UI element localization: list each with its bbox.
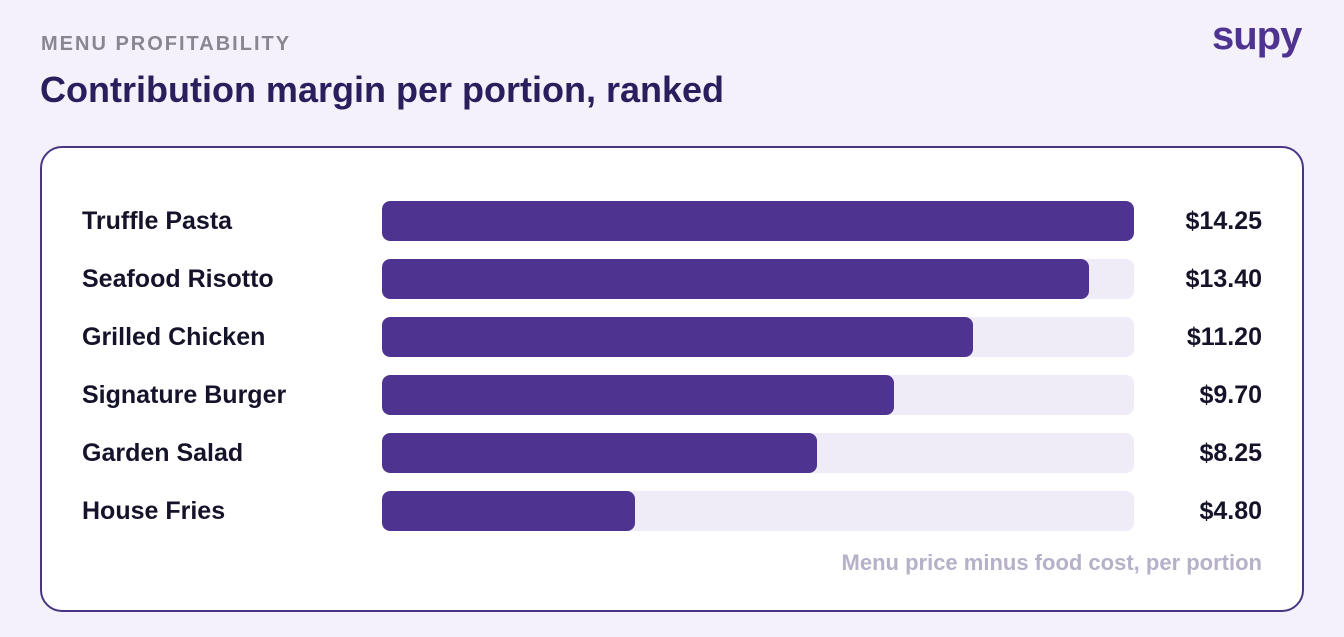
bar-value-label: $9.70 (1199, 381, 1262, 409)
section-eyebrow: MENU PROFITABILITY (41, 33, 292, 55)
chart-footnote: Menu price minus food cost, per portion (841, 550, 1262, 575)
bar-fill (382, 433, 817, 473)
bar-fill (382, 375, 894, 415)
bar-fill (382, 259, 1089, 299)
bar-value-label: $13.40 (1185, 265, 1262, 293)
bar-row: Seafood Risotto $13.40 (82, 259, 1262, 299)
bar-value-label: $11.20 (1186, 323, 1262, 351)
bar-label: Truffle Pasta (82, 207, 233, 235)
bar-track (382, 201, 1134, 241)
bar-label: Seafood Risotto (82, 265, 274, 293)
bar-fill (382, 201, 1134, 241)
page-title: Contribution margin per portion, ranked (40, 69, 724, 110)
bar-label: Signature Burger (82, 381, 287, 409)
bar-row: Grilled Chicken $11.20 (82, 317, 1262, 357)
bar-row: House Fries $4.80 (82, 491, 1262, 531)
bar-fill (382, 317, 973, 357)
bar-label: House Fries (82, 497, 226, 525)
bar-fill (382, 491, 635, 531)
bar-label: Garden Salad (82, 439, 244, 467)
bar-row: Truffle Pasta $14.25 (82, 201, 1262, 241)
bar-track (382, 259, 1134, 299)
bar-label: Grilled Chicken (82, 323, 266, 351)
supy-logo: supy (1212, 14, 1302, 58)
chart-card: Truffle Pasta $14.25 Seafood Risotto $13.40… (40, 146, 1304, 612)
bar-value-label: $4.80 (1199, 497, 1262, 525)
bar-track (382, 317, 1134, 357)
bar-value-label: $8.25 (1199, 439, 1262, 467)
bar-track (382, 491, 1134, 531)
bar-row: Signature Burger $9.70 (82, 375, 1262, 415)
bar-value-label: $14.25 (1185, 207, 1262, 235)
bar-track (382, 375, 1134, 415)
bar-track (382, 433, 1134, 473)
bar-row: Garden Salad $8.25 (82, 433, 1262, 473)
